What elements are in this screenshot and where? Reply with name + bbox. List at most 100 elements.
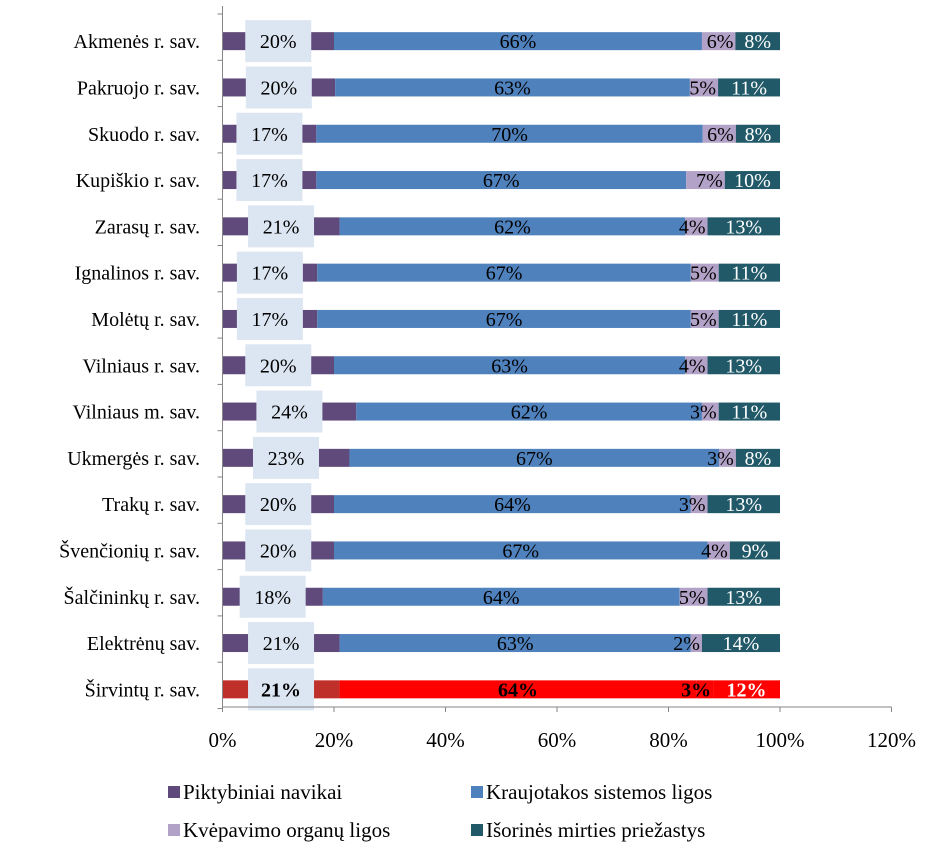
data-label: 3% — [679, 494, 706, 516]
bar-segment — [690, 634, 702, 653]
bar-segment — [707, 587, 780, 606]
data-label: 70% — [491, 124, 528, 146]
data-label: 21% — [263, 633, 300, 655]
x-tick-label: 60% — [538, 728, 577, 752]
data-label: 62% — [511, 402, 548, 424]
bar-segment — [718, 78, 780, 97]
data-label: 5% — [689, 77, 716, 99]
category-label: Kupiškio r. sav. — [76, 170, 200, 192]
bar-segment — [690, 495, 708, 514]
category-label: Vilniaus r. sav. — [83, 355, 201, 377]
bar-segment — [735, 32, 780, 51]
data-label-box — [245, 66, 312, 109]
data-label: 21% — [263, 216, 300, 238]
legend-swatch — [471, 786, 483, 798]
legend-label: Kraujotakos sistemos ligos — [486, 780, 712, 804]
data-label: 20% — [260, 494, 297, 516]
bar-segment — [689, 78, 719, 97]
data-label: 5% — [679, 587, 706, 609]
data-label: 6% — [707, 124, 734, 146]
data-label: 23% — [268, 448, 305, 470]
category-label: Akmenės r. sav. — [74, 31, 200, 53]
data-label: 8% — [745, 124, 772, 146]
data-label: 17% — [251, 170, 288, 192]
bar-segment — [718, 402, 780, 421]
bar-segment — [735, 124, 780, 143]
bar-segment — [339, 680, 697, 699]
bar-segment — [686, 171, 725, 190]
bar-segment — [729, 541, 780, 560]
bar-segment — [685, 217, 708, 236]
data-label: 11% — [731, 402, 767, 424]
bar-segment — [718, 263, 780, 282]
category-label: Elektrėnų sav. — [87, 633, 200, 655]
bar-segment — [339, 634, 691, 653]
category-label: Zarasų r. sav. — [95, 216, 200, 238]
data-label: 2% — [673, 633, 700, 655]
bar-segment — [339, 217, 686, 236]
bar-segment — [322, 587, 680, 606]
bar-segment — [316, 171, 687, 190]
legend-label: Išorinės mirties priežastys — [486, 818, 705, 842]
category-label: Švenčionių r. sav. — [59, 538, 200, 562]
bar-segment — [685, 356, 708, 375]
data-label: 67% — [486, 263, 523, 285]
data-label: 20% — [260, 31, 297, 53]
bar-segment — [317, 309, 691, 328]
category-label: Trakų r. sav. — [102, 494, 200, 516]
bar-segment — [317, 263, 691, 282]
data-label-box — [236, 112, 303, 155]
data-label: 4% — [679, 216, 706, 238]
data-label: 17% — [251, 124, 288, 146]
data-label: 10% — [734, 170, 771, 192]
data-label: 64% — [498, 679, 538, 701]
data-label: 17% — [252, 309, 289, 331]
x-tick-label: 120% — [867, 728, 916, 752]
data-label-box — [236, 297, 303, 340]
data-label: 20% — [260, 77, 297, 99]
data-label: 9% — [742, 540, 769, 562]
bar-segment — [690, 263, 719, 282]
bar-segment — [707, 541, 730, 560]
category-label: Vilniaus m. sav. — [73, 402, 201, 424]
data-label-box — [236, 251, 303, 294]
data-label: 3% — [707, 448, 734, 470]
data-label: 4% — [679, 355, 706, 377]
bar-segment — [349, 448, 720, 467]
bar-segment — [701, 32, 736, 51]
data-label-box — [248, 668, 315, 711]
bar-segment — [701, 402, 719, 421]
data-label: 63% — [497, 633, 534, 655]
category-label: Pakruojo r. sav. — [77, 77, 200, 99]
x-tick-label: 20% — [315, 728, 354, 752]
data-label: 14% — [723, 633, 760, 655]
x-tick-label: 80% — [649, 728, 688, 752]
data-label: 67% — [486, 309, 523, 331]
data-label: 17% — [252, 263, 289, 285]
legend-swatch — [471, 824, 483, 836]
bar-segment — [702, 124, 736, 143]
data-label: 63% — [494, 77, 531, 99]
data-label: 64% — [483, 587, 520, 609]
bar-segment — [713, 680, 780, 699]
category-label: Ukmergės r. sav. — [67, 448, 200, 470]
data-label: 4% — [701, 540, 728, 562]
data-label: 8% — [745, 448, 772, 470]
category-label: Molėtų r. sav. — [91, 309, 200, 331]
bar-segment — [701, 634, 780, 653]
legend-label: Kvėpavimo organų ligos — [183, 818, 390, 842]
data-label: 5% — [690, 263, 717, 285]
data-label: 66% — [500, 31, 537, 53]
data-label: 63% — [491, 355, 528, 377]
bar-segment — [707, 217, 780, 236]
category-label: Ignalinos r. sav. — [75, 263, 200, 285]
data-label-box — [252, 436, 319, 479]
data-label-box — [248, 622, 315, 665]
data-label: 6% — [707, 31, 734, 53]
data-label: 67% — [516, 448, 553, 470]
data-label: 5% — [690, 309, 717, 331]
bar-segment — [334, 495, 691, 514]
data-label-box — [239, 575, 306, 618]
data-label-box — [245, 483, 312, 526]
data-label: 3% — [690, 402, 717, 424]
